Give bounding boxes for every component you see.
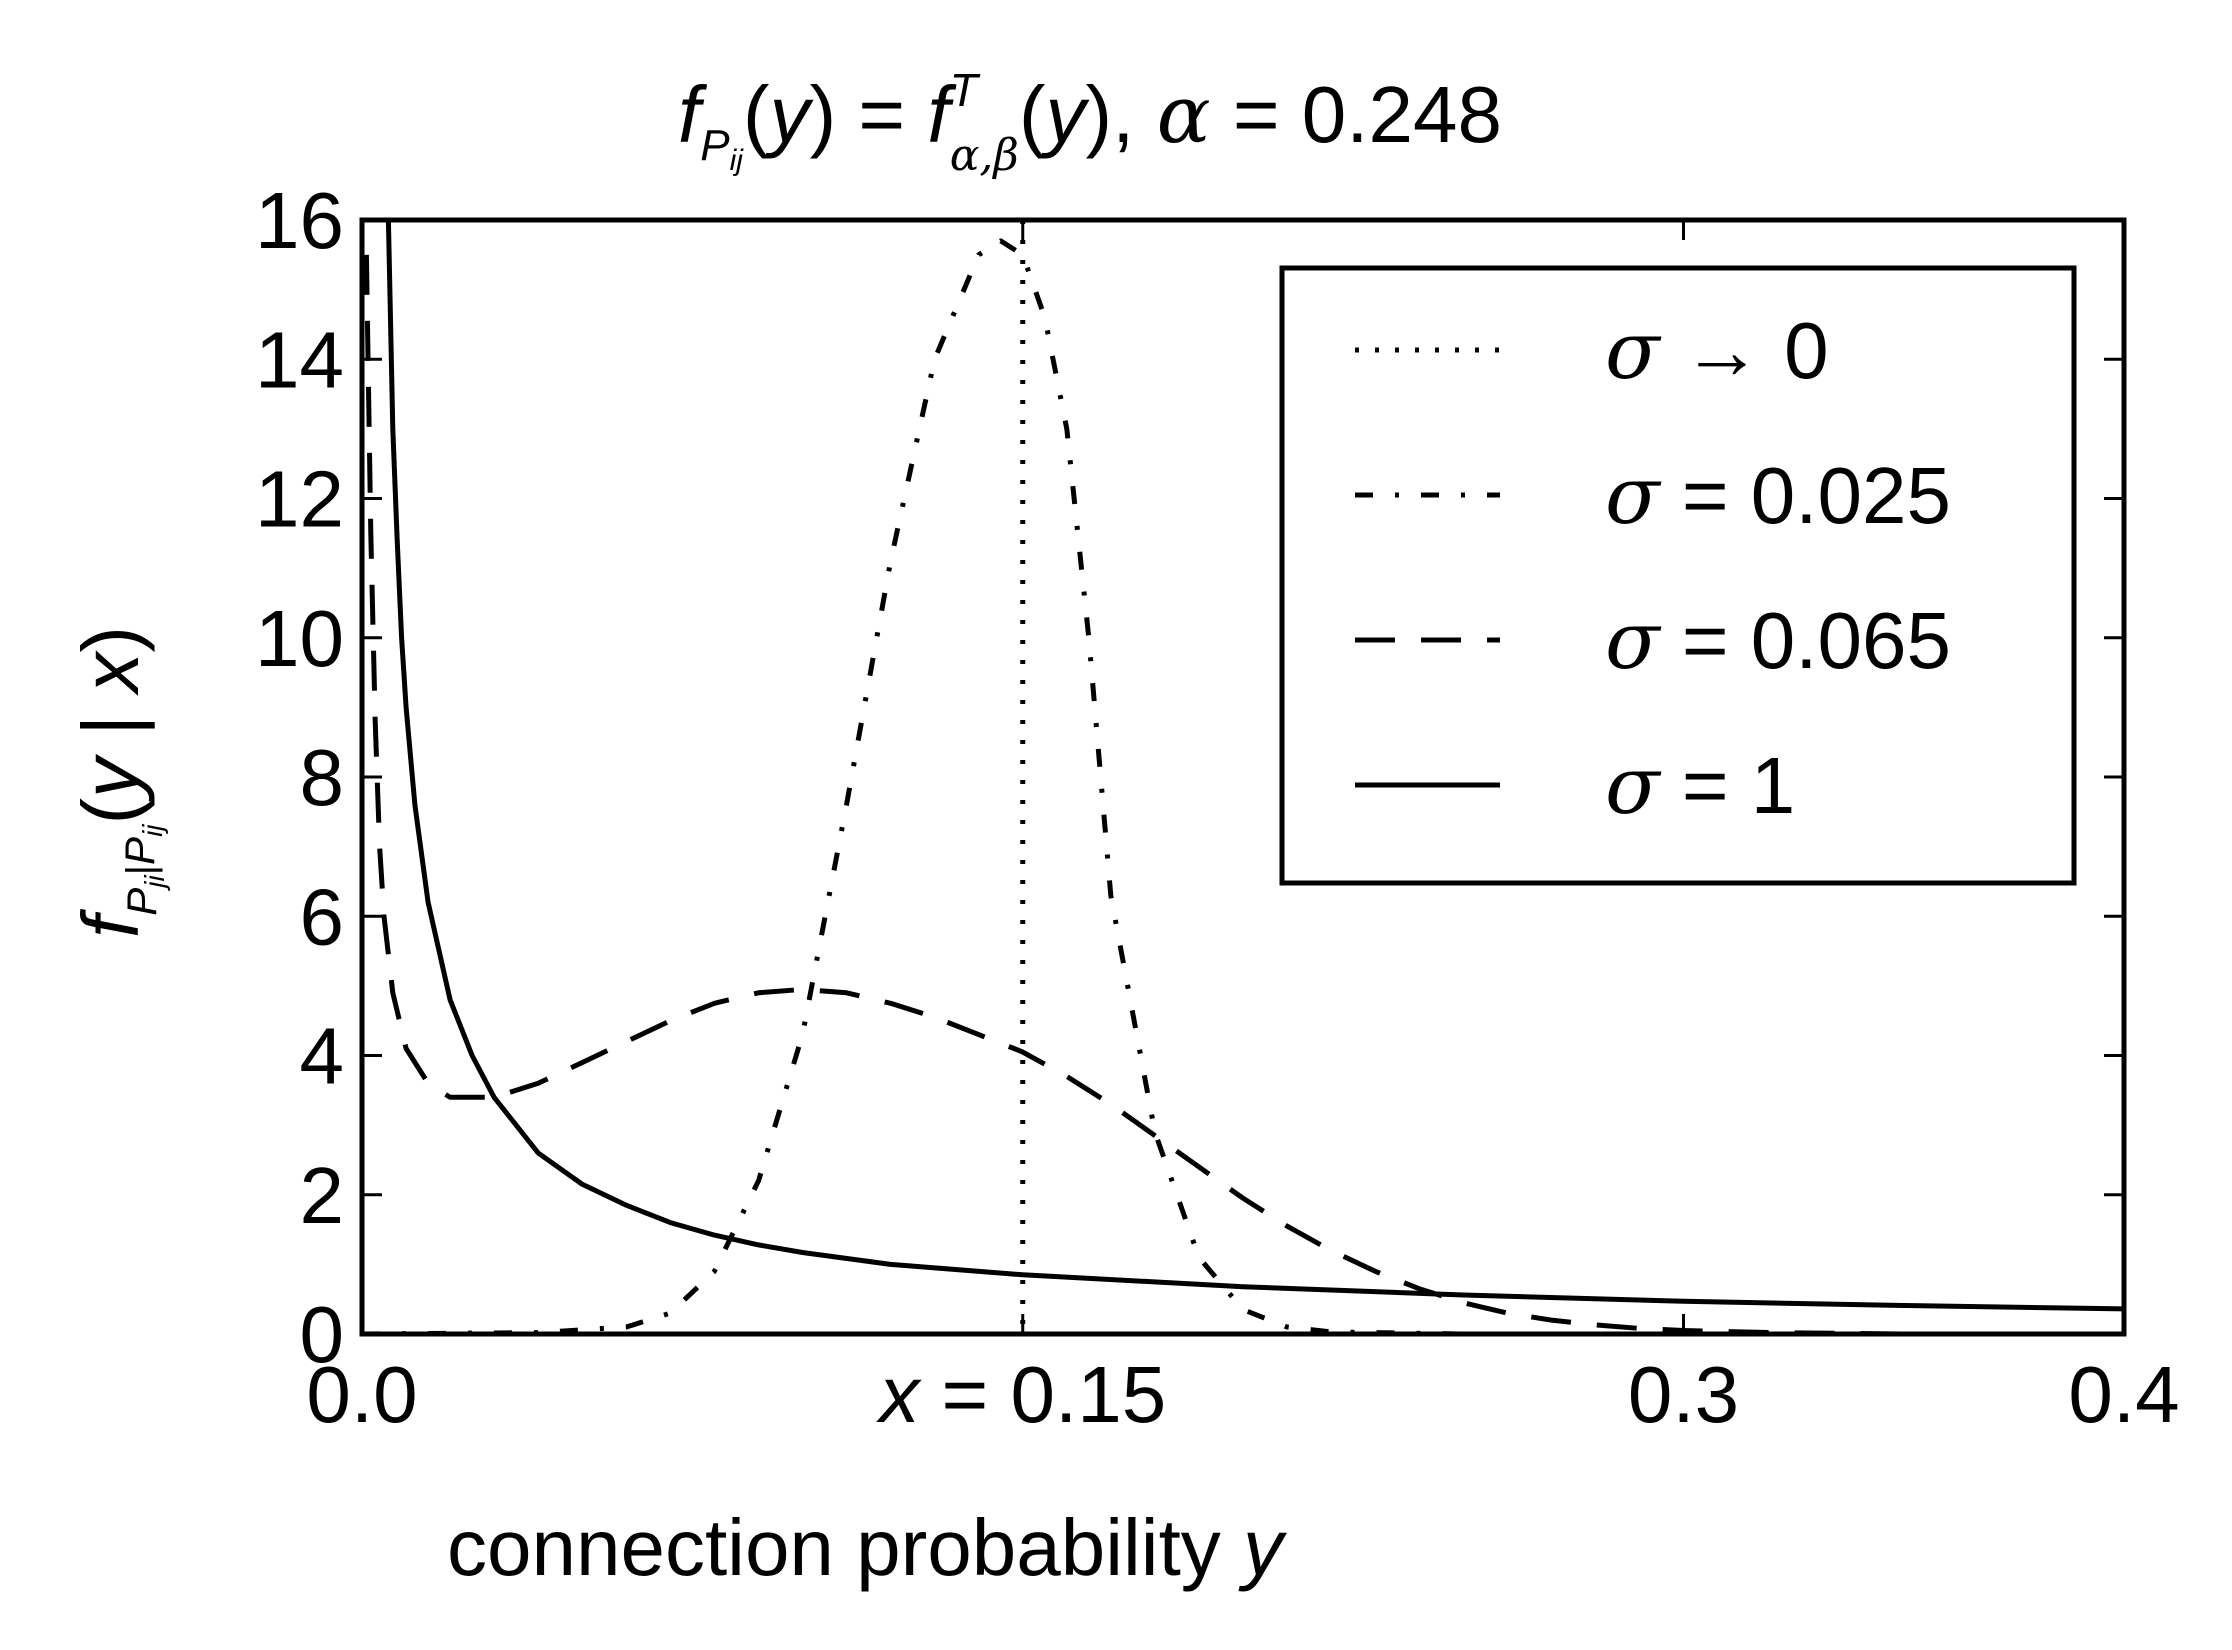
- title-alpha: α: [1157, 68, 1211, 161]
- x-tick-label: 0.3: [1628, 1350, 1739, 1439]
- legend-label: σ = 1: [1605, 739, 1795, 832]
- y-tick-label: 6: [300, 872, 345, 961]
- y-tick-label: 12: [255, 455, 344, 544]
- title-sub-ab: α,β: [950, 130, 1019, 181]
- x-axis-label: connection probability y: [447, 1503, 1288, 1592]
- ylabel-sub-p2: P: [116, 837, 163, 865]
- title-y2: y: [1041, 70, 1091, 159]
- y-tick-label: 0: [300, 1290, 345, 1379]
- title-sup-t: T: [950, 64, 981, 116]
- chart-title: fPij(y) = fT α,β(y), α = 0.248: [678, 64, 1502, 181]
- title-open2: (: [1019, 70, 1046, 159]
- x-tick-label: x = 0.15: [875, 1350, 1166, 1439]
- ticks-layer: 0 2 4 6 8 10 12 14 16 0.0 x = 0.15 0.3 0.4: [255, 176, 2180, 1439]
- legend-box: [1279, 265, 2077, 886]
- ylabel-close: ): [66, 626, 155, 653]
- y-axis-label: fPji|Pij(y | x): [66, 626, 170, 938]
- y-tick-label: 4: [300, 1012, 345, 1101]
- x-tick-label: 0.4: [2068, 1350, 2179, 1439]
- ylabel-bar: |: [119, 865, 163, 875]
- legend-label: σ = 0.065: [1605, 594, 1951, 687]
- xlabel-text: connection probability: [447, 1503, 1243, 1592]
- series-line-3: [385, 220, 2124, 1312]
- y-tick-label: 10: [255, 594, 344, 683]
- ylabel-sub-p1: P: [118, 888, 165, 916]
- ylabel-x: x: [66, 650, 155, 697]
- series-line-1: [362, 238, 2124, 1334]
- y-tick-label: 16: [255, 176, 344, 265]
- legend: σ → 0 σ = 0.025 σ = 0.065 σ = 1: [1279, 265, 2077, 886]
- legend-label: σ = 0.025: [1605, 449, 1951, 542]
- ylabel-sub-ij: ij: [137, 824, 168, 837]
- y-tick-label: 2: [300, 1151, 345, 1240]
- title-open: (: [743, 70, 770, 159]
- title-sub-ij: ij: [730, 144, 745, 177]
- ylabel-open: (: [66, 797, 155, 824]
- y-tick-label: 14: [255, 315, 344, 404]
- series-layer: [362, 220, 2124, 1334]
- title-alpha-value: = 0.248: [1211, 70, 1502, 159]
- plot-frame: [359, 217, 2127, 1337]
- x-tick-label: 0.0: [306, 1350, 417, 1439]
- title-close: ) =: [810, 70, 928, 159]
- xlabel-var: y: [1238, 1503, 1288, 1592]
- ylabel-y: y: [66, 753, 155, 803]
- title-close2: ),: [1086, 70, 1157, 159]
- series-line-2: [363, 254, 2124, 1334]
- legend-label: σ → 0: [1605, 304, 1829, 397]
- title-sub-p: P: [700, 121, 730, 170]
- title-y: y: [765, 70, 815, 159]
- y-tick-label: 8: [300, 733, 345, 822]
- ylabel-mid: |: [66, 693, 155, 758]
- ylabel-sub-ji: ji: [139, 875, 170, 892]
- legend-items: σ → 0 σ = 0.025 σ = 0.065 σ = 1: [1355, 304, 1951, 832]
